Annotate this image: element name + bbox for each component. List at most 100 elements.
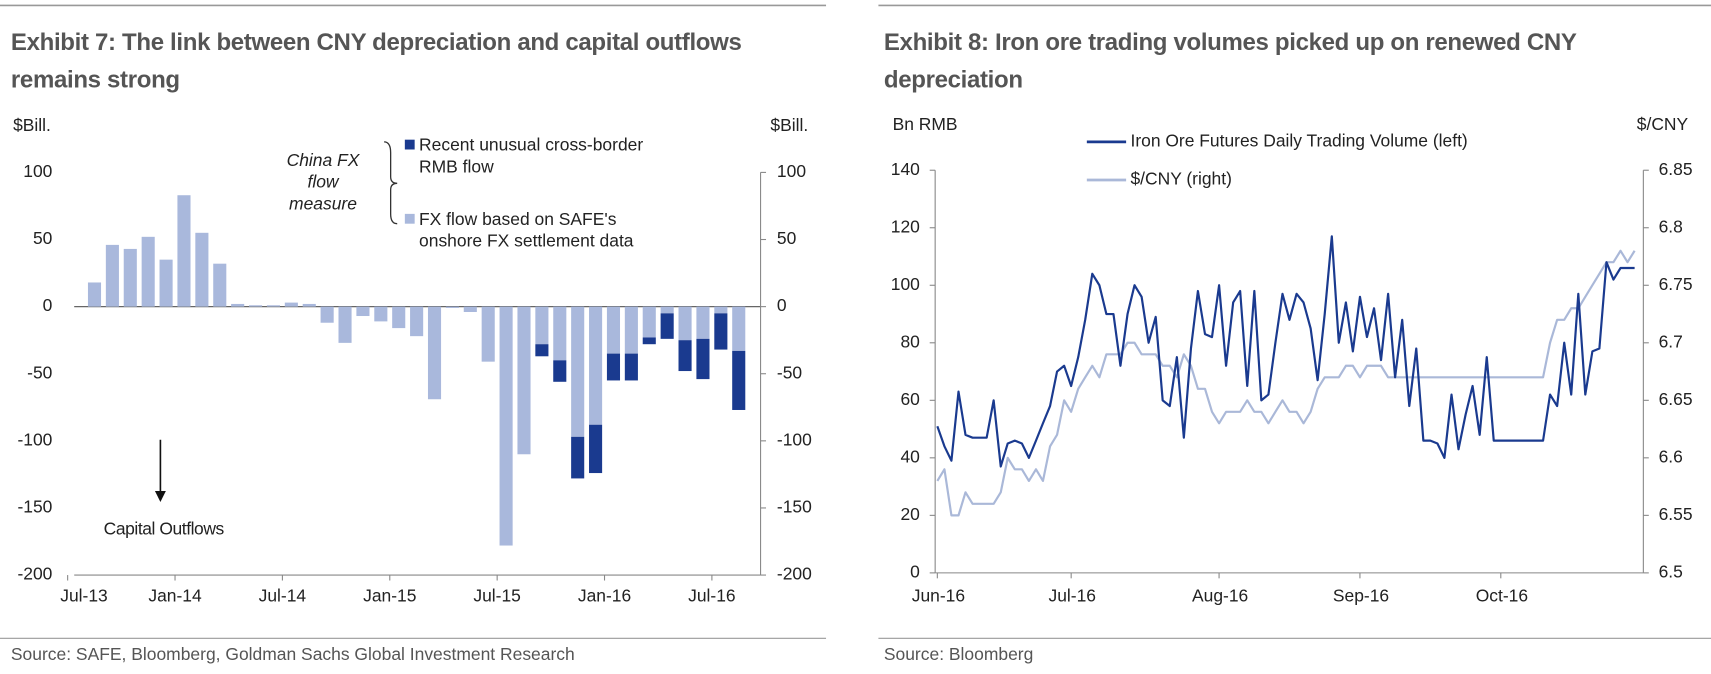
line — [936, 249, 1636, 517]
y2-tick-label: 100 — [777, 161, 806, 181]
legend-swatch — [404, 213, 415, 224]
bar — [87, 282, 102, 307]
x-tick-label: Jun-16 — [912, 585, 965, 605]
bar — [553, 306, 567, 361]
legend-label: Iron Ore Futures Daily Trading Volume (l… — [1130, 130, 1467, 150]
bar — [571, 436, 585, 479]
y2-tick-label: 6.5 — [1659, 561, 1683, 581]
bar — [517, 306, 531, 455]
bar — [678, 306, 692, 341]
bar — [141, 236, 155, 307]
y2-axis-unit: $Bill. — [770, 115, 808, 135]
bar — [660, 313, 674, 339]
x-tick-label: Jan-14 — [148, 585, 202, 605]
bar — [159, 259, 173, 307]
bar — [642, 306, 656, 338]
y-tick-label: 80 — [900, 331, 920, 351]
y2-tick-label: 6.55 — [1659, 504, 1693, 524]
y2-tick-label: 6.75 — [1659, 274, 1693, 294]
legend-label: FX flow based on SAFE's onshore FX settl… — [419, 210, 634, 251]
bar — [302, 303, 316, 307]
bar — [606, 353, 621, 381]
bar — [231, 303, 245, 307]
bar — [553, 360, 567, 382]
bar — [338, 306, 352, 343]
bar — [660, 306, 674, 314]
bar — [445, 306, 459, 308]
bar — [356, 306, 370, 317]
y-tick-label: 120 — [891, 216, 920, 236]
legend-label: Recent unusual cross-border RMB flow — [419, 136, 644, 177]
bar — [571, 306, 585, 437]
y-tick-label: 40 — [900, 446, 920, 466]
bar — [463, 306, 477, 312]
y-tick-label: 140 — [891, 159, 920, 179]
bar — [535, 306, 549, 345]
y2-tick-label: 6.6 — [1659, 446, 1683, 466]
source: Source: Bloomberg — [883, 645, 1034, 665]
bar — [249, 305, 263, 307]
y-tick-label: -150 — [17, 497, 52, 517]
bar — [392, 306, 406, 329]
bar — [714, 306, 728, 314]
bar — [320, 306, 334, 323]
y2-tick-label: -50 — [777, 362, 803, 382]
bar — [410, 306, 424, 337]
bar — [714, 313, 728, 350]
y2-tick-label: 6.65 — [1659, 389, 1693, 409]
y-axis-unit: $Bill. — [13, 115, 51, 135]
bar — [678, 340, 692, 372]
arrow-head — [154, 491, 166, 502]
bar — [696, 338, 710, 380]
legend-swatch — [404, 139, 415, 150]
y2-tick-label: 6.85 — [1659, 159, 1693, 179]
y-tick-label: 0 — [910, 561, 920, 581]
bar — [177, 195, 191, 307]
bar — [499, 306, 513, 546]
bar — [624, 353, 638, 381]
y-tick-label: 60 — [900, 389, 920, 409]
y-tick-label: 100 — [891, 274, 920, 294]
bar — [105, 244, 119, 307]
y-tick-label: 20 — [900, 504, 920, 524]
y-tick-label: -100 — [17, 429, 52, 449]
y2-tick-label: 0 — [777, 295, 787, 315]
bar — [589, 306, 603, 425]
bar — [481, 306, 495, 362]
annotation: Capital Outflows — [103, 520, 225, 540]
bar — [589, 424, 603, 474]
y2-tick-label: 6.8 — [1659, 216, 1683, 236]
bar — [213, 263, 227, 307]
x-tick-label: Aug-16 — [1192, 585, 1248, 605]
bar — [535, 344, 549, 357]
y2-axis-unit: $/CNY — [1637, 114, 1689, 134]
y-tick-label: 50 — [33, 228, 53, 248]
y-axis-unit: Bn RMB — [893, 114, 958, 134]
x-tick-label: Jul-13 — [60, 585, 108, 605]
bar — [284, 302, 298, 307]
legend-label: $/CNY (right) — [1130, 169, 1231, 189]
x-tick-label: Jan-15 — [363, 585, 416, 605]
bar — [732, 350, 746, 410]
y-tick-label: 100 — [23, 161, 52, 181]
bar — [374, 306, 388, 322]
x-tick-label: Jul-15 — [473, 585, 521, 605]
x-tick-label: Jan-16 — [578, 585, 631, 605]
chart-title: Exhibit 7: The link between CNY deprecia… — [10, 28, 742, 93]
bar — [624, 306, 638, 354]
bar — [732, 306, 746, 351]
y2-tick-label: -100 — [777, 429, 812, 449]
y-tick-label: -200 — [17, 564, 52, 584]
bracket — [384, 141, 398, 225]
y2-tick-label: 50 — [777, 228, 797, 248]
x-tick-label: Jul-16 — [688, 585, 735, 605]
y2-tick-label: -200 — [777, 564, 812, 584]
y2-tick-label: 6.7 — [1659, 331, 1683, 351]
source: Source: SAFE, Bloomberg, Goldman Sachs G… — [10, 645, 575, 665]
x-tick-label: Oct-16 — [1476, 585, 1528, 605]
x-tick-label: Sep-16 — [1333, 585, 1389, 605]
bar — [606, 306, 621, 354]
bar — [642, 337, 656, 345]
bar — [427, 306, 442, 400]
